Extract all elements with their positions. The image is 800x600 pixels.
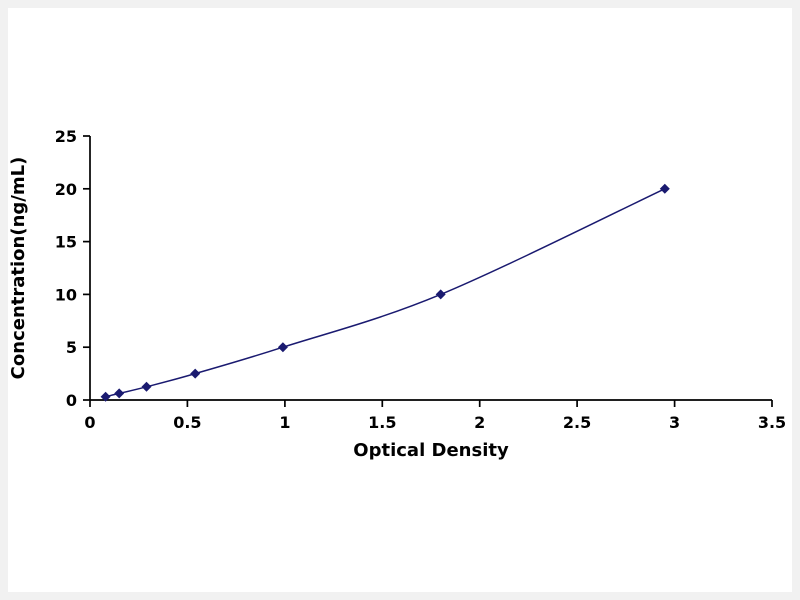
- x-tick-label: 2: [474, 413, 485, 432]
- x-tick-label: 1.5: [368, 413, 396, 432]
- y-axis-title: Concentration(ng/mL): [8, 157, 29, 380]
- x-tick-label: 1: [279, 413, 290, 432]
- y-tick-label: 20: [55, 180, 77, 199]
- data-point-marker: [141, 381, 152, 392]
- y-tick-label: 15: [55, 233, 77, 252]
- x-tick-label: 0: [84, 413, 95, 432]
- chart-axes: 0 0.5 1 1.5 2 2.5 3 3.5 0 5 10 15 20 25: [55, 127, 786, 432]
- y-tick-label: 0: [66, 391, 77, 410]
- y-tick-label: 10: [55, 285, 77, 304]
- data-point-marker: [114, 388, 125, 399]
- data-point-marker: [100, 391, 111, 402]
- data-point-marker: [277, 342, 288, 353]
- x-tick-label: 2.5: [563, 413, 591, 432]
- x-tick-label: 0.5: [173, 413, 201, 432]
- chart-canvas: [8, 8, 792, 592]
- chart-series: [100, 183, 670, 402]
- curve-line: [105, 188, 666, 398]
- data-point-marker: [190, 368, 201, 379]
- x-tick-label: 3.5: [758, 413, 786, 432]
- y-tick-label: 5: [66, 338, 77, 357]
- x-tick-label: 3: [669, 413, 680, 432]
- data-point-marker: [435, 289, 446, 300]
- y-tick-label: 25: [55, 127, 77, 146]
- data-point-marker: [659, 183, 670, 194]
- x-axis-title: Optical Density: [353, 440, 509, 461]
